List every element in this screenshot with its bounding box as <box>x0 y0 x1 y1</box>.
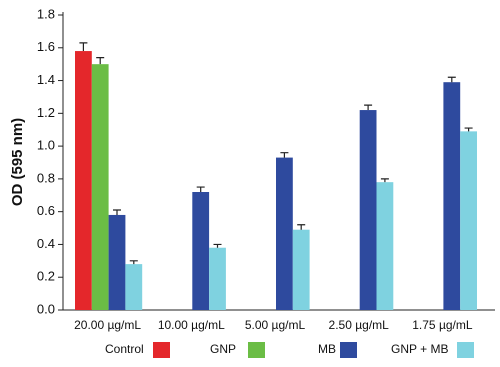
error-bar <box>113 209 121 215</box>
y-tick-label: 1.0 <box>37 138 55 153</box>
bar <box>209 247 226 310</box>
legend-label: MB <box>318 342 336 356</box>
bar <box>460 131 477 310</box>
error-bar <box>129 260 138 265</box>
y-tick-label: 0.4 <box>37 236 55 251</box>
error-bar <box>96 57 105 65</box>
bar <box>359 110 377 310</box>
y-tick-label: 0.2 <box>37 269 55 284</box>
legend-swatch <box>340 342 357 358</box>
x-tick-label: 2.50 µg/mL <box>329 318 390 332</box>
bar <box>276 157 293 310</box>
error-bar <box>364 104 373 111</box>
bar <box>292 229 310 310</box>
y-tick-label: 1.4 <box>37 72 55 87</box>
bar <box>91 64 109 311</box>
bar <box>108 214 126 310</box>
x-tick-label: 5.00 µg/mL <box>245 318 306 332</box>
y-tick-label: 1.2 <box>37 105 55 120</box>
legend-swatch <box>153 342 170 358</box>
x-tick-label: 10.00 µg/mL <box>158 318 225 332</box>
bar <box>75 51 92 311</box>
y-tick-label: 0.8 <box>37 170 55 185</box>
error-bar <box>464 127 473 132</box>
legend-label: Control <box>105 342 144 356</box>
bar <box>192 192 210 310</box>
bar <box>443 82 461 310</box>
y-tick-label: 1.8 <box>37 6 55 21</box>
legend-swatch <box>457 342 474 358</box>
y-tick-label: 0.0 <box>37 301 55 316</box>
error-bar <box>380 178 389 183</box>
error-bar <box>213 243 222 248</box>
error-bar <box>447 76 456 83</box>
y-axis-label: OD (595 nm) <box>9 118 26 206</box>
legend-swatch <box>248 342 265 358</box>
error-bar <box>280 152 289 158</box>
bar <box>125 264 143 310</box>
y-tick-label: 1.6 <box>37 39 55 54</box>
error-bar <box>297 224 306 230</box>
legend-label: GNP + MB <box>391 342 448 356</box>
y-tick-label: 0.6 <box>37 203 55 218</box>
error-bar <box>79 42 88 52</box>
legend-label: GNP <box>210 342 236 356</box>
x-tick-label: 20.00 µg/mL <box>74 318 141 332</box>
x-tick-label: 1.75 µg/mL <box>412 318 473 332</box>
error-bar <box>196 186 205 192</box>
bar <box>376 182 394 310</box>
